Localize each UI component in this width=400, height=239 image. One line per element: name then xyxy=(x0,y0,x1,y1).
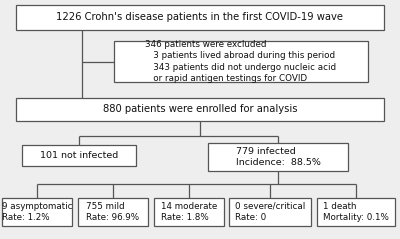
Text: 880 patients were enrolled for analysis: 880 patients were enrolled for analysis xyxy=(103,104,297,114)
FancyBboxPatch shape xyxy=(317,198,395,226)
Text: 101 not infected: 101 not infected xyxy=(40,151,118,160)
FancyBboxPatch shape xyxy=(114,41,368,82)
FancyBboxPatch shape xyxy=(2,198,72,226)
Text: 755 mild
Rate: 96.9%: 755 mild Rate: 96.9% xyxy=(86,202,140,222)
FancyBboxPatch shape xyxy=(154,198,224,226)
FancyBboxPatch shape xyxy=(16,5,384,30)
Text: 779 infected
Incidence:  88.5%: 779 infected Incidence: 88.5% xyxy=(236,147,320,167)
Text: 14 moderate
Rate: 1.8%: 14 moderate Rate: 1.8% xyxy=(161,202,217,222)
Text: 1 death
Mortality: 0.1%: 1 death Mortality: 0.1% xyxy=(323,202,389,222)
Text: 9 asymptomatic
Rate: 1.2%: 9 asymptomatic Rate: 1.2% xyxy=(2,202,72,222)
FancyBboxPatch shape xyxy=(229,198,311,226)
Text: 1226 Crohn's disease patients in the first COVID-19 wave: 1226 Crohn's disease patients in the fir… xyxy=(56,12,344,22)
Text: 0 severe/critical
Rate: 0: 0 severe/critical Rate: 0 xyxy=(235,202,305,222)
FancyBboxPatch shape xyxy=(16,98,384,121)
FancyBboxPatch shape xyxy=(22,145,136,166)
Text: 346 patients were excluded
   3 patients lived abroad during this period
   343 : 346 patients were excluded 3 patients li… xyxy=(146,40,336,83)
FancyBboxPatch shape xyxy=(78,198,148,226)
FancyBboxPatch shape xyxy=(208,143,348,171)
